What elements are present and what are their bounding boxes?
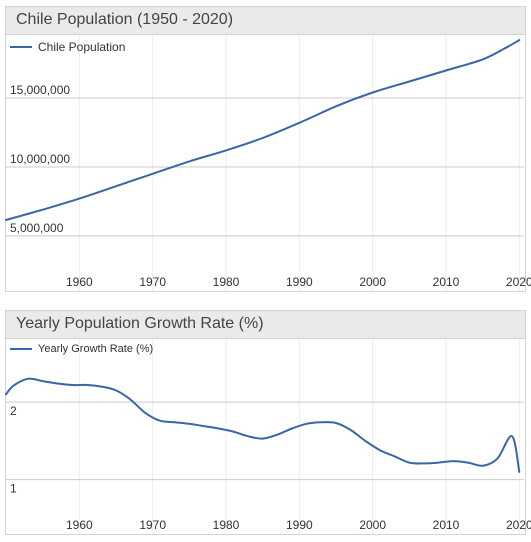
x-tick-label: 1960 [66,275,93,289]
population-chart-panel: Chile Population (1950 - 2020) 1960 1970 1… [5,6,531,293]
population-chart-frame [5,34,526,292]
population-legend-swatch [10,46,32,48]
x-tick-label: 2000 [359,275,386,289]
y-tick-label: 10,000,000 [10,152,70,166]
y-tick-label: 5,000,000 [10,221,64,235]
growth-rate-line-chart: 1960 1970 1980 1990 2000 2010 2020 1 2 [5,340,531,534]
x-tick-label: 2010 [433,518,460,532]
x-tick-label: 1980 [213,275,240,289]
growth-chart-frame [5,338,526,535]
population-chart-header: Chile Population (1950 - 2020) [5,6,526,35]
x-tick-label: 1970 [139,275,166,289]
x-tick-label: 2020 [506,518,531,532]
x-tick-label: 1970 [139,518,166,532]
x-tick-label: 2000 [359,518,386,532]
growth-legend-label: Yearly Growth Rate (%) [38,343,154,355]
growth-chart-title: Yearly Population Growth Rate (%) [16,315,264,332]
x-tick-label: 1960 [66,518,93,532]
x-tick-label: 1980 [213,518,240,532]
y-tick-label: 15,000,000 [10,83,70,97]
x-tick-label: 1990 [286,275,313,289]
series-line[interactable] [5,39,521,221]
x-tick-label: 2020 [506,275,531,289]
growth-legend[interactable]: Yearly Growth Rate (%) [10,343,153,355]
y-tick-label: 1 [10,482,17,496]
population-chart-title: Chile Population (1950 - 2020) [16,11,234,28]
x-tick-label: 1990 [286,518,313,532]
growth-legend-swatch [10,348,32,350]
x-tick-label: 2010 [433,275,460,289]
series-line[interactable] [5,377,521,473]
growth-chart-panel: Yearly Population Growth Rate (%) 1960 19… [5,310,531,536]
population-legend-label: Chile Population [38,40,126,54]
population-legend[interactable]: Chile Population [10,40,125,54]
population-line-chart: 1960 1970 1980 1990 2000 2010 2020 5,000,000 10,… [5,36,531,291]
y-tick-label: 2 [10,404,17,418]
growth-chart-header: Yearly Population Growth Rate (%) [5,310,526,339]
